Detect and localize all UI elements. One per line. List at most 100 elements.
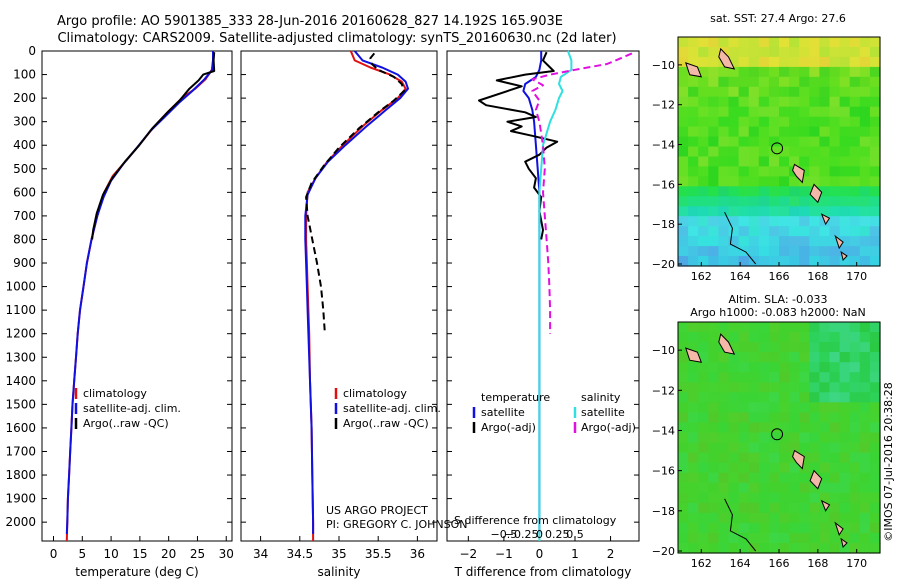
map-cell (789, 216, 800, 227)
map-cell (869, 166, 881, 177)
secondary-x-tick-label: 0.25 (545, 528, 570, 541)
map-cell (678, 47, 689, 58)
map-cell (789, 512, 800, 524)
map-cell (678, 452, 689, 464)
map-cell (789, 422, 800, 433)
map-cell (809, 206, 820, 217)
map-cell (768, 146, 780, 158)
map-cell (738, 66, 750, 78)
map-cell (698, 532, 709, 544)
map-cell (678, 502, 689, 514)
map-cell (738, 196, 750, 207)
map-cell (819, 166, 831, 177)
map-cell (869, 186, 881, 197)
map-cell (789, 76, 800, 88)
map-cell (688, 126, 699, 138)
map-cell (738, 422, 750, 433)
map-cell (698, 543, 709, 554)
x-axis-label: T difference from climatology (454, 565, 632, 579)
map-cell (789, 196, 800, 207)
map-cell (799, 412, 810, 423)
map-cell (829, 462, 841, 474)
map-cell (779, 196, 790, 207)
map-cell (718, 86, 730, 98)
map-cell (839, 186, 851, 197)
map-cell (708, 216, 719, 227)
map-cell (718, 492, 730, 504)
map-cell (819, 522, 831, 534)
map-cell (738, 186, 750, 197)
map-cell (678, 532, 689, 544)
map-cell (678, 106, 689, 118)
y-tick-label: −14 (652, 139, 675, 152)
map-cell (738, 452, 750, 464)
map-cell (758, 206, 770, 217)
map-cell (688, 37, 699, 48)
map-cell (829, 522, 841, 534)
map-cell (718, 322, 730, 333)
map-cell (779, 502, 790, 514)
map-cell (738, 352, 750, 363)
map-cell (728, 236, 740, 247)
map-cell (748, 402, 760, 413)
map-cell (728, 432, 740, 444)
map-cell (799, 66, 810, 78)
map-cell (819, 196, 831, 207)
map-cell (809, 136, 820, 148)
map-cell (728, 196, 740, 207)
map-cell (779, 342, 790, 353)
map-cell (779, 66, 790, 78)
map-cell (809, 352, 820, 363)
map-cell (829, 246, 841, 257)
map-cell (849, 76, 861, 88)
y-tick-label: 1900 (5, 492, 36, 506)
map-cell (748, 422, 760, 433)
map-cell (829, 442, 841, 454)
map-cell (678, 382, 689, 393)
map-cell (738, 402, 750, 413)
map-cell (869, 76, 881, 88)
map-cell (779, 382, 790, 393)
map-cell (728, 106, 740, 118)
map-cell (779, 216, 790, 227)
land-polygon (820, 499, 831, 512)
map-cell (768, 402, 780, 413)
map-cell (859, 136, 871, 148)
map-cell (809, 226, 820, 237)
map-cell (829, 176, 841, 187)
secondary-x-tick-label: −0.25 (505, 528, 539, 541)
map-cell (789, 392, 800, 403)
map-cell (678, 482, 689, 494)
map-cell (698, 66, 709, 78)
secondary-x-axis-label: S difference from climatology (454, 514, 617, 527)
map-cell (728, 492, 740, 504)
map-cell (718, 236, 730, 247)
map-cell (779, 116, 790, 128)
map-cell (738, 362, 750, 373)
map-cell (758, 372, 770, 383)
map-cell (758, 382, 770, 393)
map-cell (678, 392, 689, 403)
map-cell (859, 322, 871, 333)
map-cell (779, 492, 790, 504)
map-cell (698, 472, 709, 484)
salinity-panel: 34 34.5 35 35.5 36 salinity climatology satelli… (240, 50, 441, 579)
map-cell (819, 256, 831, 267)
map-cell (869, 47, 881, 58)
map-cell (718, 126, 730, 138)
map-cell (748, 352, 760, 363)
map-cell (758, 156, 770, 168)
map-cell (859, 56, 871, 68)
map-cell (728, 126, 740, 138)
land-polygon (792, 449, 805, 470)
map-cell (869, 492, 881, 504)
map-cell (819, 86, 831, 98)
secondary-x-tick-label: 0.5 (566, 528, 584, 541)
map-cell (698, 432, 709, 444)
map-cell (789, 126, 800, 138)
map-cell (839, 256, 851, 267)
map-cell (829, 96, 841, 108)
map-cell (849, 146, 861, 158)
land-polygon (809, 183, 823, 204)
